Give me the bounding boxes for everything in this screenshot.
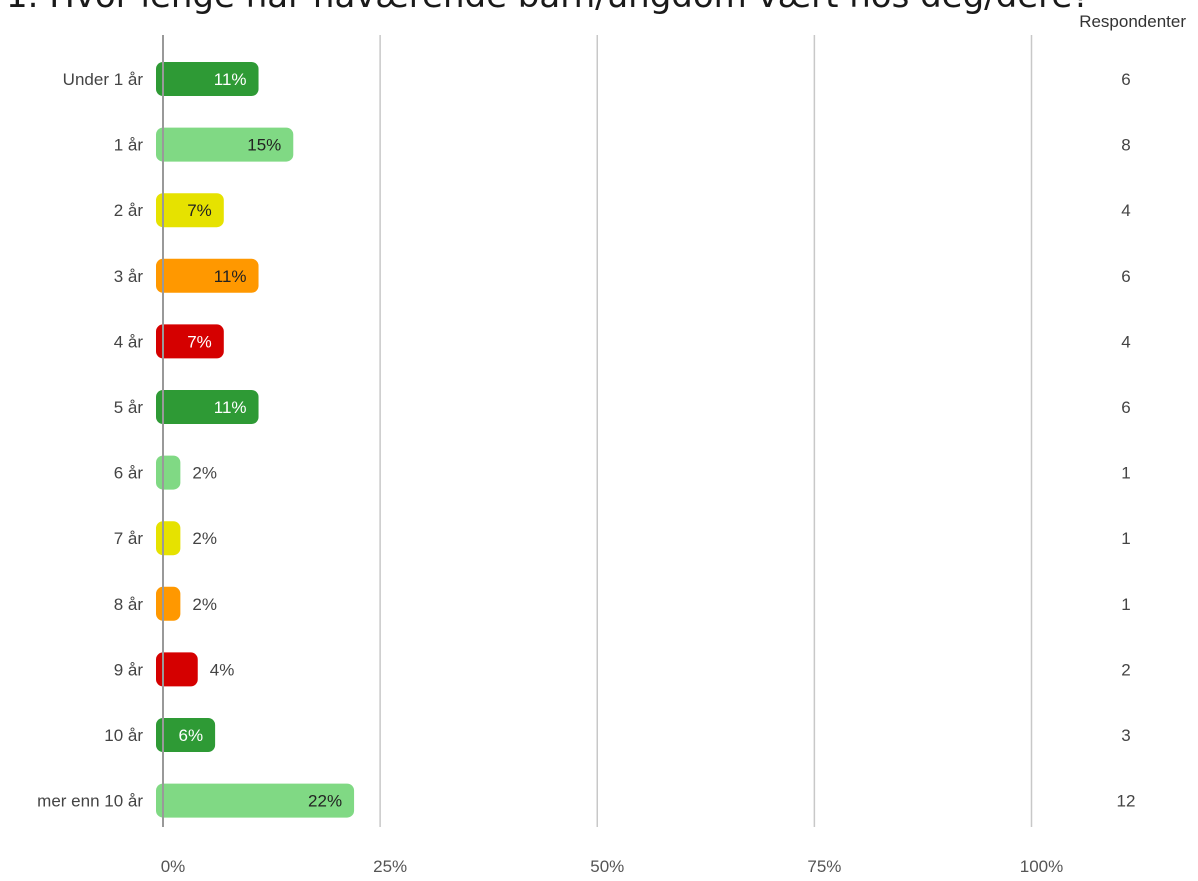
x-tick-label: 25% — [373, 857, 407, 876]
bar — [156, 390, 259, 424]
bar-value-label: 11% — [214, 398, 247, 417]
x-tick-label: 100% — [1020, 857, 1063, 876]
bar — [156, 521, 181, 556]
bar-value-label: 22% — [308, 792, 342, 811]
respondent-count: 2 — [1121, 660, 1130, 679]
bar-value-label: 2% — [192, 595, 217, 614]
category-label: 9 år — [114, 660, 144, 679]
category-label: 1 år — [114, 136, 144, 155]
bar — [156, 652, 198, 687]
category-label: 3 år — [114, 267, 144, 286]
category-label: 8 år — [114, 595, 144, 614]
bar — [156, 127, 294, 162]
respondent-count: 3 — [1121, 726, 1130, 745]
bar-value-label: 11% — [214, 70, 247, 89]
x-tick-label: 0% — [161, 857, 186, 876]
respondent-count: 12 — [1117, 792, 1136, 811]
bar — [156, 586, 181, 621]
respondents-column-header: Respondenter — [1079, 12, 1186, 31]
category-label: Under 1 år — [63, 70, 144, 89]
bar-value-label: 7% — [187, 201, 212, 220]
category-label: 10 år — [104, 726, 143, 745]
category-label: 5 år — [114, 398, 144, 417]
category-label: 4 år — [114, 332, 144, 351]
x-tick-label: 75% — [807, 857, 841, 876]
bar-value-label: 2% — [192, 529, 217, 548]
respondent-count: 4 — [1121, 201, 1130, 220]
chart-title: 1. Hvor lenge har nåværende barn/ungdom … — [6, 0, 1090, 16]
bar-value-label: 2% — [192, 464, 217, 483]
bar — [156, 324, 224, 359]
respondent-count: 1 — [1121, 529, 1130, 548]
category-label: 2 år — [114, 201, 144, 220]
respondent-count: 1 — [1121, 595, 1130, 614]
respondent-count: 1 — [1121, 464, 1130, 483]
bar-value-label: 7% — [187, 332, 212, 351]
bar — [156, 258, 259, 293]
category-label: 7 år — [114, 529, 144, 548]
respondent-count: 6 — [1121, 70, 1130, 89]
bar-value-label: 11% — [214, 267, 247, 286]
bar — [156, 193, 224, 228]
category-label: mer enn 10 år — [37, 792, 143, 811]
respondent-count: 8 — [1121, 136, 1130, 155]
respondent-count: 6 — [1121, 398, 1130, 417]
x-tick-label: 50% — [590, 857, 624, 876]
respondent-count: 6 — [1121, 267, 1130, 286]
bar-value-label: 4% — [210, 660, 235, 679]
respondent-count: 4 — [1121, 332, 1130, 351]
bar — [156, 718, 216, 752]
category-label: 6 år — [114, 464, 144, 483]
bar — [156, 62, 259, 96]
bar — [156, 455, 181, 490]
bar — [156, 783, 355, 818]
bar-value-label: 15% — [247, 136, 281, 155]
bar-value-label: 6% — [179, 726, 204, 745]
